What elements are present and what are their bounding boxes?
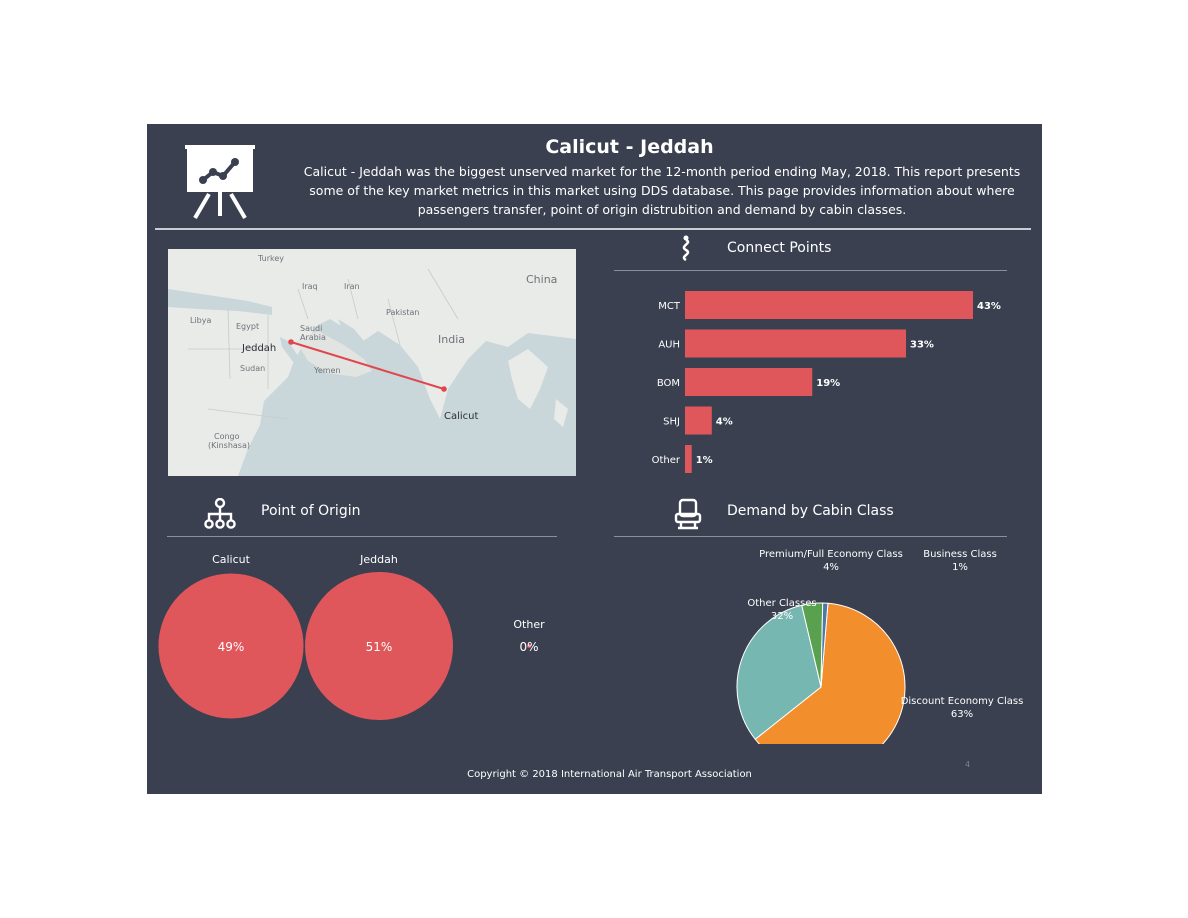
map-label-turkey: Turkey <box>257 254 284 263</box>
map-label-india: India <box>438 333 465 346</box>
report-slide: Calicut - Jeddah Calicut - Jeddah was th… <box>147 124 1042 794</box>
origin-value-label: 51% <box>366 640 393 654</box>
connect-points-chart: MCT 43% AUH 33% BOM 19% SHJ 4% Other 1% <box>652 291 1001 473</box>
map-label-jeddah: Jeddah <box>241 343 276 354</box>
page-description: Calicut - Jeddah was the biggest unserve… <box>303 164 1021 217</box>
copyright-text: Copyright © 2018 International Air Trans… <box>467 769 752 780</box>
pie-value-label: 32% <box>771 611 793 622</box>
point-of-origin-divider <box>167 536 557 537</box>
bar-category-label: MCT <box>658 301 681 312</box>
page-number: 4 <box>965 760 971 769</box>
route-map: Turkey China Iraq Iran Pakistan Libya Eg… <box>168 249 576 476</box>
map-label-pakistan: Pakistan <box>386 308 420 317</box>
bar-value-label: 33% <box>910 340 934 351</box>
seat-icon <box>674 498 702 530</box>
map-label-arabia: Arabia <box>300 333 326 342</box>
route-icon <box>682 235 690 262</box>
origin-value-label: 49% <box>218 640 245 654</box>
map-label-saudi: Saudi <box>300 324 322 333</box>
bar-value-label: 19% <box>816 378 840 389</box>
origin-category-label: Jeddah <box>359 553 398 566</box>
bar-auh[interactable] <box>685 329 907 358</box>
point-of-origin-chart: Calicut 49% Jeddah 51% Other 0% <box>158 553 545 720</box>
route-line <box>290 341 445 390</box>
map-label-iran: Iran <box>344 282 360 291</box>
bar-category-label: BOM <box>657 378 680 389</box>
origin-category-label: Calicut <box>212 553 251 566</box>
map-label-yemen: Yemen <box>313 366 341 375</box>
bar-category-label: AUH <box>658 340 680 351</box>
map-label-kinshasa: (Kinshasa) <box>208 441 250 450</box>
map-label-sudan: Sudan <box>240 364 265 373</box>
pie-label: Discount Economy Class <box>901 696 1024 707</box>
map-label-egypt: Egypt <box>236 322 259 331</box>
bar-value-label: 1% <box>696 455 713 466</box>
map-label-china: China <box>526 273 557 286</box>
bar-category-label: Other <box>652 455 681 466</box>
map-label-calicut: Calicut <box>444 411 479 422</box>
cabin-class-chart: Discount Economy Class 63% Other Classes 32… <box>736 549 1024 744</box>
pie-label: Other Classes <box>747 598 816 609</box>
pie-slice-other-classes[interactable] <box>736 604 822 740</box>
origin-bubble-calicut[interactable] <box>158 573 304 719</box>
pie-label: Business Class <box>923 549 997 560</box>
pie-value-label: 4% <box>823 562 839 573</box>
origin-value-label: 0% <box>519 640 538 654</box>
cabin-class-title: Demand by Cabin Class <box>727 503 894 519</box>
map-label-congo: Congo <box>214 432 240 441</box>
cabin-class-divider <box>614 536 1007 537</box>
pie-slice-discount-economy-class[interactable] <box>754 602 906 744</box>
pie-slice-business-class[interactable] <box>820 602 829 688</box>
origin-marker[interactable] <box>288 339 294 345</box>
header-divider <box>155 228 1031 230</box>
pie-value-label: 1% <box>952 562 968 573</box>
pie-label: Premium/Full Economy Class <box>759 549 903 560</box>
map-label-iraq: Iraq <box>302 282 318 291</box>
bar-mct[interactable] <box>685 291 973 319</box>
connect-points-divider <box>614 270 1007 271</box>
origin-category-label: Other <box>513 618 545 631</box>
point-of-origin-title: Point of Origin <box>261 503 361 519</box>
connect-points-title: Connect Points <box>727 240 832 256</box>
destination-marker[interactable] <box>441 386 447 392</box>
presentation-chart-icon <box>185 145 255 220</box>
map-label-libya: Libya <box>190 316 211 325</box>
bar-other[interactable] <box>685 445 692 473</box>
origin-bubble-other[interactable] <box>527 644 531 648</box>
bar-category-label: SHJ <box>663 417 680 428</box>
pie-value-label: 63% <box>951 709 973 720</box>
hierarchy-icon <box>204 498 236 529</box>
bar-bom[interactable] <box>685 368 813 396</box>
page-title: Calicut - Jeddah <box>545 136 714 158</box>
bar-value-label: 43% <box>977 301 1001 312</box>
bar-value-label: 4% <box>716 417 733 428</box>
bar-shj[interactable] <box>685 406 712 435</box>
origin-bubble-jeddah[interactable] <box>305 572 453 720</box>
